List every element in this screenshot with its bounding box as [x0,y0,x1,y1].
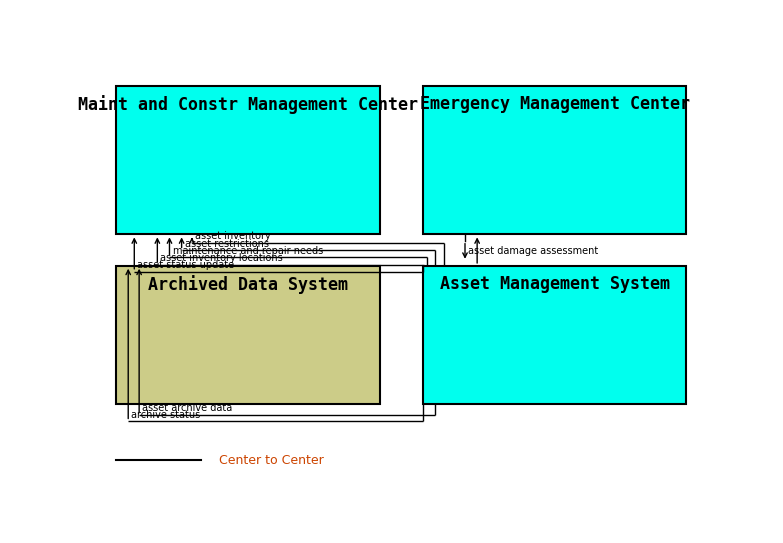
Text: asset status update: asset status update [137,260,234,270]
Bar [116,86,380,235]
Bar [423,86,687,235]
Text: asset inventory: asset inventory [195,231,271,241]
Text: archive status: archive status [132,410,200,420]
Text: asset restrictions: asset restrictions [185,239,269,249]
Bar [423,266,687,404]
Text: Center to Center: Center to Center [219,454,324,467]
Text: asset inventory locations: asset inventory locations [161,253,283,263]
Text: Maint and Constr Management Center: Maint and Constr Management Center [78,95,418,114]
Text: Asset Management System: Asset Management System [439,275,669,293]
Bar [116,266,380,404]
Text: Emergency Management Center: Emergency Management Center [420,95,690,113]
Text: maintenance and repair needs: maintenance and repair needs [172,246,323,256]
Text: asset archive data: asset archive data [143,403,233,413]
Text: Archived Data System: Archived Data System [148,275,348,294]
Text: asset damage assessment: asset damage assessment [468,246,598,256]
